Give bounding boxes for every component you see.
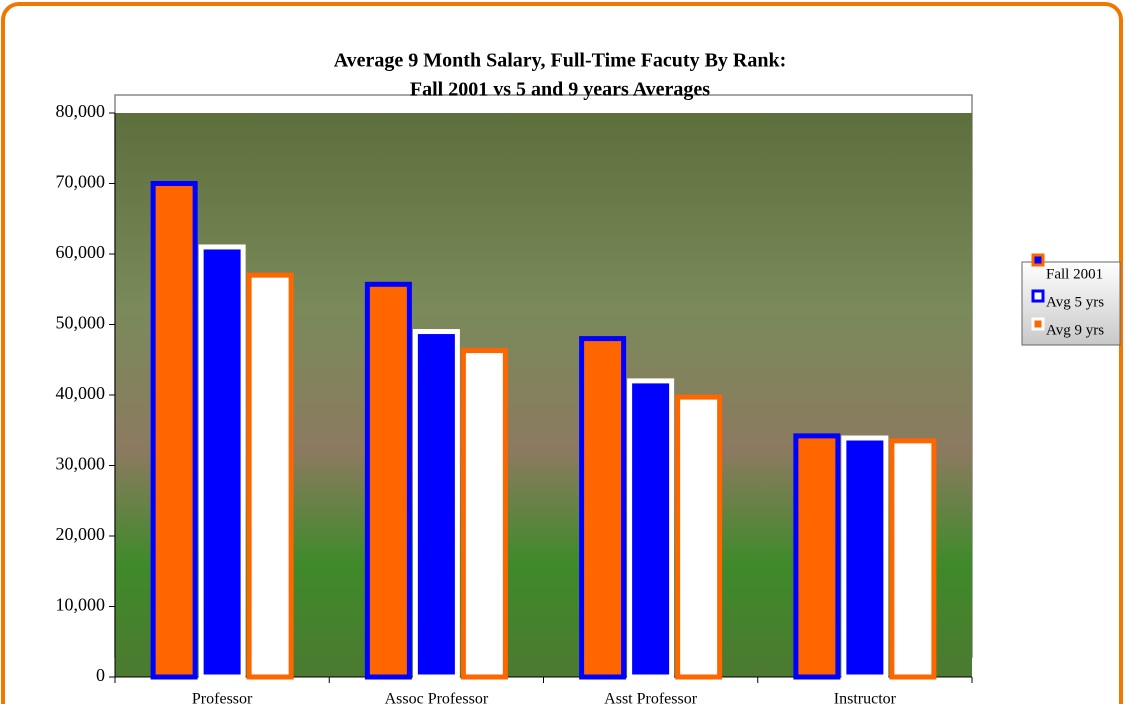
y-tick-label: 80,000 [56,101,106,121]
legend-label: Avg 5 yrs [1046,294,1104,310]
x-tick-label: Professor [192,691,253,704]
y-tick-label: 30,000 [56,454,106,474]
x-tick-label: Assoc Professor [385,691,489,704]
legend-marker [1033,319,1043,329]
y-tick-label: 40,000 [56,383,106,403]
chart: Average 9 Month Salary, Full-Time Facuty… [0,0,1125,704]
bar [249,275,291,677]
y-tick-label: 10,000 [56,595,106,615]
bar [367,284,409,677]
bar [582,339,624,677]
bar [201,247,243,677]
x-tick-label: Asst Professor [604,691,698,704]
legend-marker [1033,291,1043,301]
y-tick-label: 50,000 [56,313,106,333]
y-tick-label: 70,000 [56,172,106,192]
bar [796,436,838,677]
x-tick-label: Instructor [834,691,897,704]
y-tick-label: 20,000 [56,524,106,544]
bar [463,351,505,677]
legend-label: Avg 9 yrs [1046,322,1104,338]
bar [892,441,934,677]
legend-marker [1033,255,1043,265]
bar [844,438,886,677]
bar [630,381,672,677]
bar [678,397,720,677]
bar [153,184,195,678]
y-tick-label: 0 [96,665,105,685]
chart-title: Average 9 Month Salary, Full-Time Facuty… [334,50,787,72]
chart-title: Fall 2001 vs 5 and 9 years Averages [410,79,710,101]
legend-label: Fall 2001 [1046,266,1103,282]
bar [415,332,457,677]
y-tick-label: 60,000 [56,242,106,262]
